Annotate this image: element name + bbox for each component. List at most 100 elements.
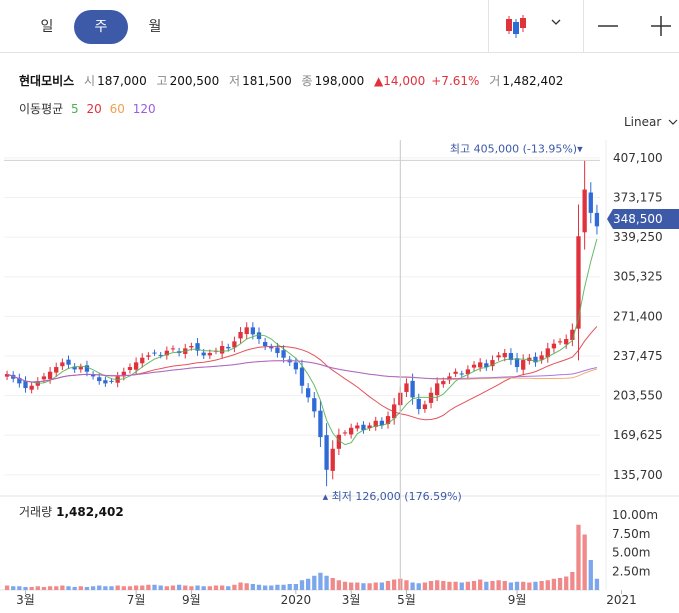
candle-body — [299, 367, 305, 386]
tab-week[interactable]: 주 — [74, 10, 128, 44]
candle-body — [441, 381, 446, 385]
volume-bar — [373, 582, 378, 590]
candle-body — [588, 192, 593, 213]
volume-bar — [594, 578, 600, 590]
volume-bar — [416, 583, 421, 590]
high-value: 200,500 — [169, 74, 220, 88]
ma-20: 20 — [86, 102, 102, 116]
candle-body — [545, 348, 550, 358]
volume-bar — [256, 584, 262, 590]
candle-body — [66, 359, 71, 365]
volume-bar — [250, 584, 255, 590]
plus-icon — [651, 16, 671, 36]
zoom-in-button[interactable] — [632, 0, 679, 52]
volume-label: 거 — [489, 74, 501, 88]
chevron-down-icon — [551, 19, 561, 25]
candle-body — [244, 327, 249, 335]
scale-mode: Linear — [624, 115, 662, 129]
zoom-out-button[interactable] — [584, 0, 631, 52]
candle-body — [256, 332, 262, 340]
ma-label: 이동평균 — [19, 102, 64, 116]
volume-bar — [244, 583, 249, 590]
volume-bar — [453, 581, 458, 590]
volume-tick-label: 7.50m — [612, 527, 650, 541]
volume-bar — [29, 587, 34, 590]
volume-bar — [330, 578, 335, 590]
y-tick-label: 373,175 — [613, 191, 663, 205]
volume-bar — [115, 585, 120, 590]
volume-tick-label: 5.00m — [612, 546, 650, 560]
candle-body — [281, 350, 286, 358]
volume-bar — [164, 586, 169, 590]
volume-bar — [299, 580, 305, 590]
volume-bar — [232, 584, 237, 590]
volume-bar — [496, 580, 501, 590]
volume-bar — [576, 524, 581, 590]
volume-bar — [97, 585, 102, 590]
volume-bar — [140, 585, 145, 590]
volume-bar — [478, 579, 483, 590]
candle-body — [484, 363, 489, 368]
scale-selector[interactable]: Linear — [624, 115, 678, 129]
candle-body — [201, 352, 206, 356]
volume-bar — [121, 586, 126, 590]
volume-bar — [588, 560, 593, 590]
stock-name: 현대모비스 — [19, 74, 75, 88]
volume-bar — [422, 582, 428, 590]
y-tick-label: 305,325 — [613, 270, 663, 284]
volume-bar — [54, 586, 59, 590]
candle-body — [250, 327, 255, 335]
y-tick-label: 169,625 — [613, 428, 663, 442]
volume-bar — [11, 586, 16, 590]
candle-body — [582, 189, 587, 233]
volume-bar — [582, 534, 587, 590]
candle-body — [373, 420, 378, 427]
candle-body — [127, 367, 133, 370]
candle-body — [312, 398, 317, 412]
candle-body — [72, 366, 77, 370]
candle-body — [367, 425, 372, 429]
tab-day[interactable]: 일 — [40, 19, 54, 35]
candle-body — [189, 346, 194, 348]
volume-bar — [146, 584, 151, 590]
candle-body — [305, 388, 311, 398]
candle-body — [158, 354, 163, 356]
candle-body — [551, 343, 557, 349]
volume-bar — [4, 585, 10, 590]
volume-bar — [514, 581, 520, 590]
volume-bar — [465, 581, 471, 590]
close-value: 198,000 — [314, 74, 365, 88]
chart-type-button[interactable] — [489, 0, 583, 52]
candlestick-icon — [506, 15, 561, 38]
volume-bar — [410, 582, 415, 590]
y-tick-label: 407,100 — [613, 151, 663, 165]
tab-month[interactable]: 월 — [148, 19, 162, 35]
volume-bar — [109, 586, 114, 590]
volume-bar — [78, 586, 83, 590]
volume-bar — [564, 576, 569, 590]
candle-body — [60, 362, 65, 367]
candle-body — [133, 362, 139, 370]
y-tick-label: 237,475 — [613, 349, 663, 363]
volume-bar — [361, 583, 366, 590]
candle-body — [121, 371, 126, 377]
candle-body — [90, 374, 96, 377]
volume-bar — [201, 586, 206, 590]
open-label: 시 — [84, 74, 96, 88]
candle-body — [4, 374, 10, 377]
candle-body — [318, 410, 323, 438]
volume-bar — [508, 582, 514, 590]
candle-body — [84, 365, 90, 372]
candle-body — [533, 356, 538, 363]
candle-body — [459, 373, 464, 375]
volume-bar — [17, 586, 22, 590]
moving-average-line — [6, 360, 598, 383]
candle-body — [435, 383, 440, 396]
candle-body — [164, 350, 169, 356]
volume-bar — [158, 585, 163, 590]
volume-bar — [324, 575, 329, 590]
volume-bar — [428, 581, 434, 590]
volume-bar — [47, 586, 53, 590]
volume-panel-title: 거래량 — [19, 505, 53, 519]
